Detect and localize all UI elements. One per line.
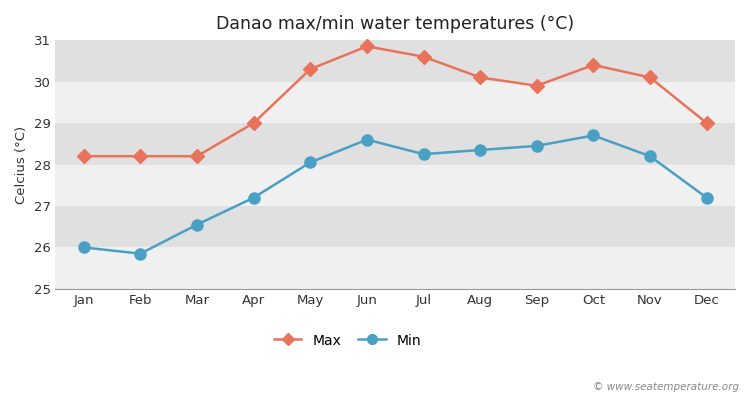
- Min: [136, 251, 145, 256]
- Text: © www.seatemperature.org: © www.seatemperature.org: [592, 382, 739, 392]
- Max: [419, 54, 428, 59]
- Bar: [56, 40, 735, 82]
- Max: [532, 83, 542, 88]
- Max: [646, 75, 655, 80]
- Line: Max: Max: [79, 42, 712, 161]
- Bar: [56, 248, 735, 289]
- Max: [80, 154, 88, 159]
- Min: [646, 154, 655, 159]
- Min: [306, 160, 315, 165]
- Bar: [56, 206, 735, 248]
- Min: [589, 133, 598, 138]
- Max: [362, 44, 371, 49]
- Bar: [56, 164, 735, 206]
- Min: [80, 245, 88, 250]
- Max: [249, 121, 258, 126]
- Bar: [56, 82, 735, 123]
- Legend: Max, Min: Max, Min: [268, 328, 428, 353]
- Max: [136, 154, 145, 159]
- Min: [476, 148, 484, 152]
- Max: [306, 67, 315, 72]
- Max: [193, 154, 202, 159]
- Min: [419, 152, 428, 156]
- Bar: [56, 123, 735, 164]
- Min: [702, 195, 711, 200]
- Min: [249, 195, 258, 200]
- Min: [362, 137, 371, 142]
- Max: [702, 121, 711, 126]
- Line: Min: Min: [78, 130, 712, 259]
- Min: [193, 222, 202, 227]
- Title: Danao max/min water temperatures (°C): Danao max/min water temperatures (°C): [216, 15, 574, 33]
- Max: [589, 62, 598, 67]
- Min: [532, 144, 542, 148]
- Y-axis label: Celcius (°C): Celcius (°C): [15, 126, 28, 204]
- Max: [476, 75, 484, 80]
